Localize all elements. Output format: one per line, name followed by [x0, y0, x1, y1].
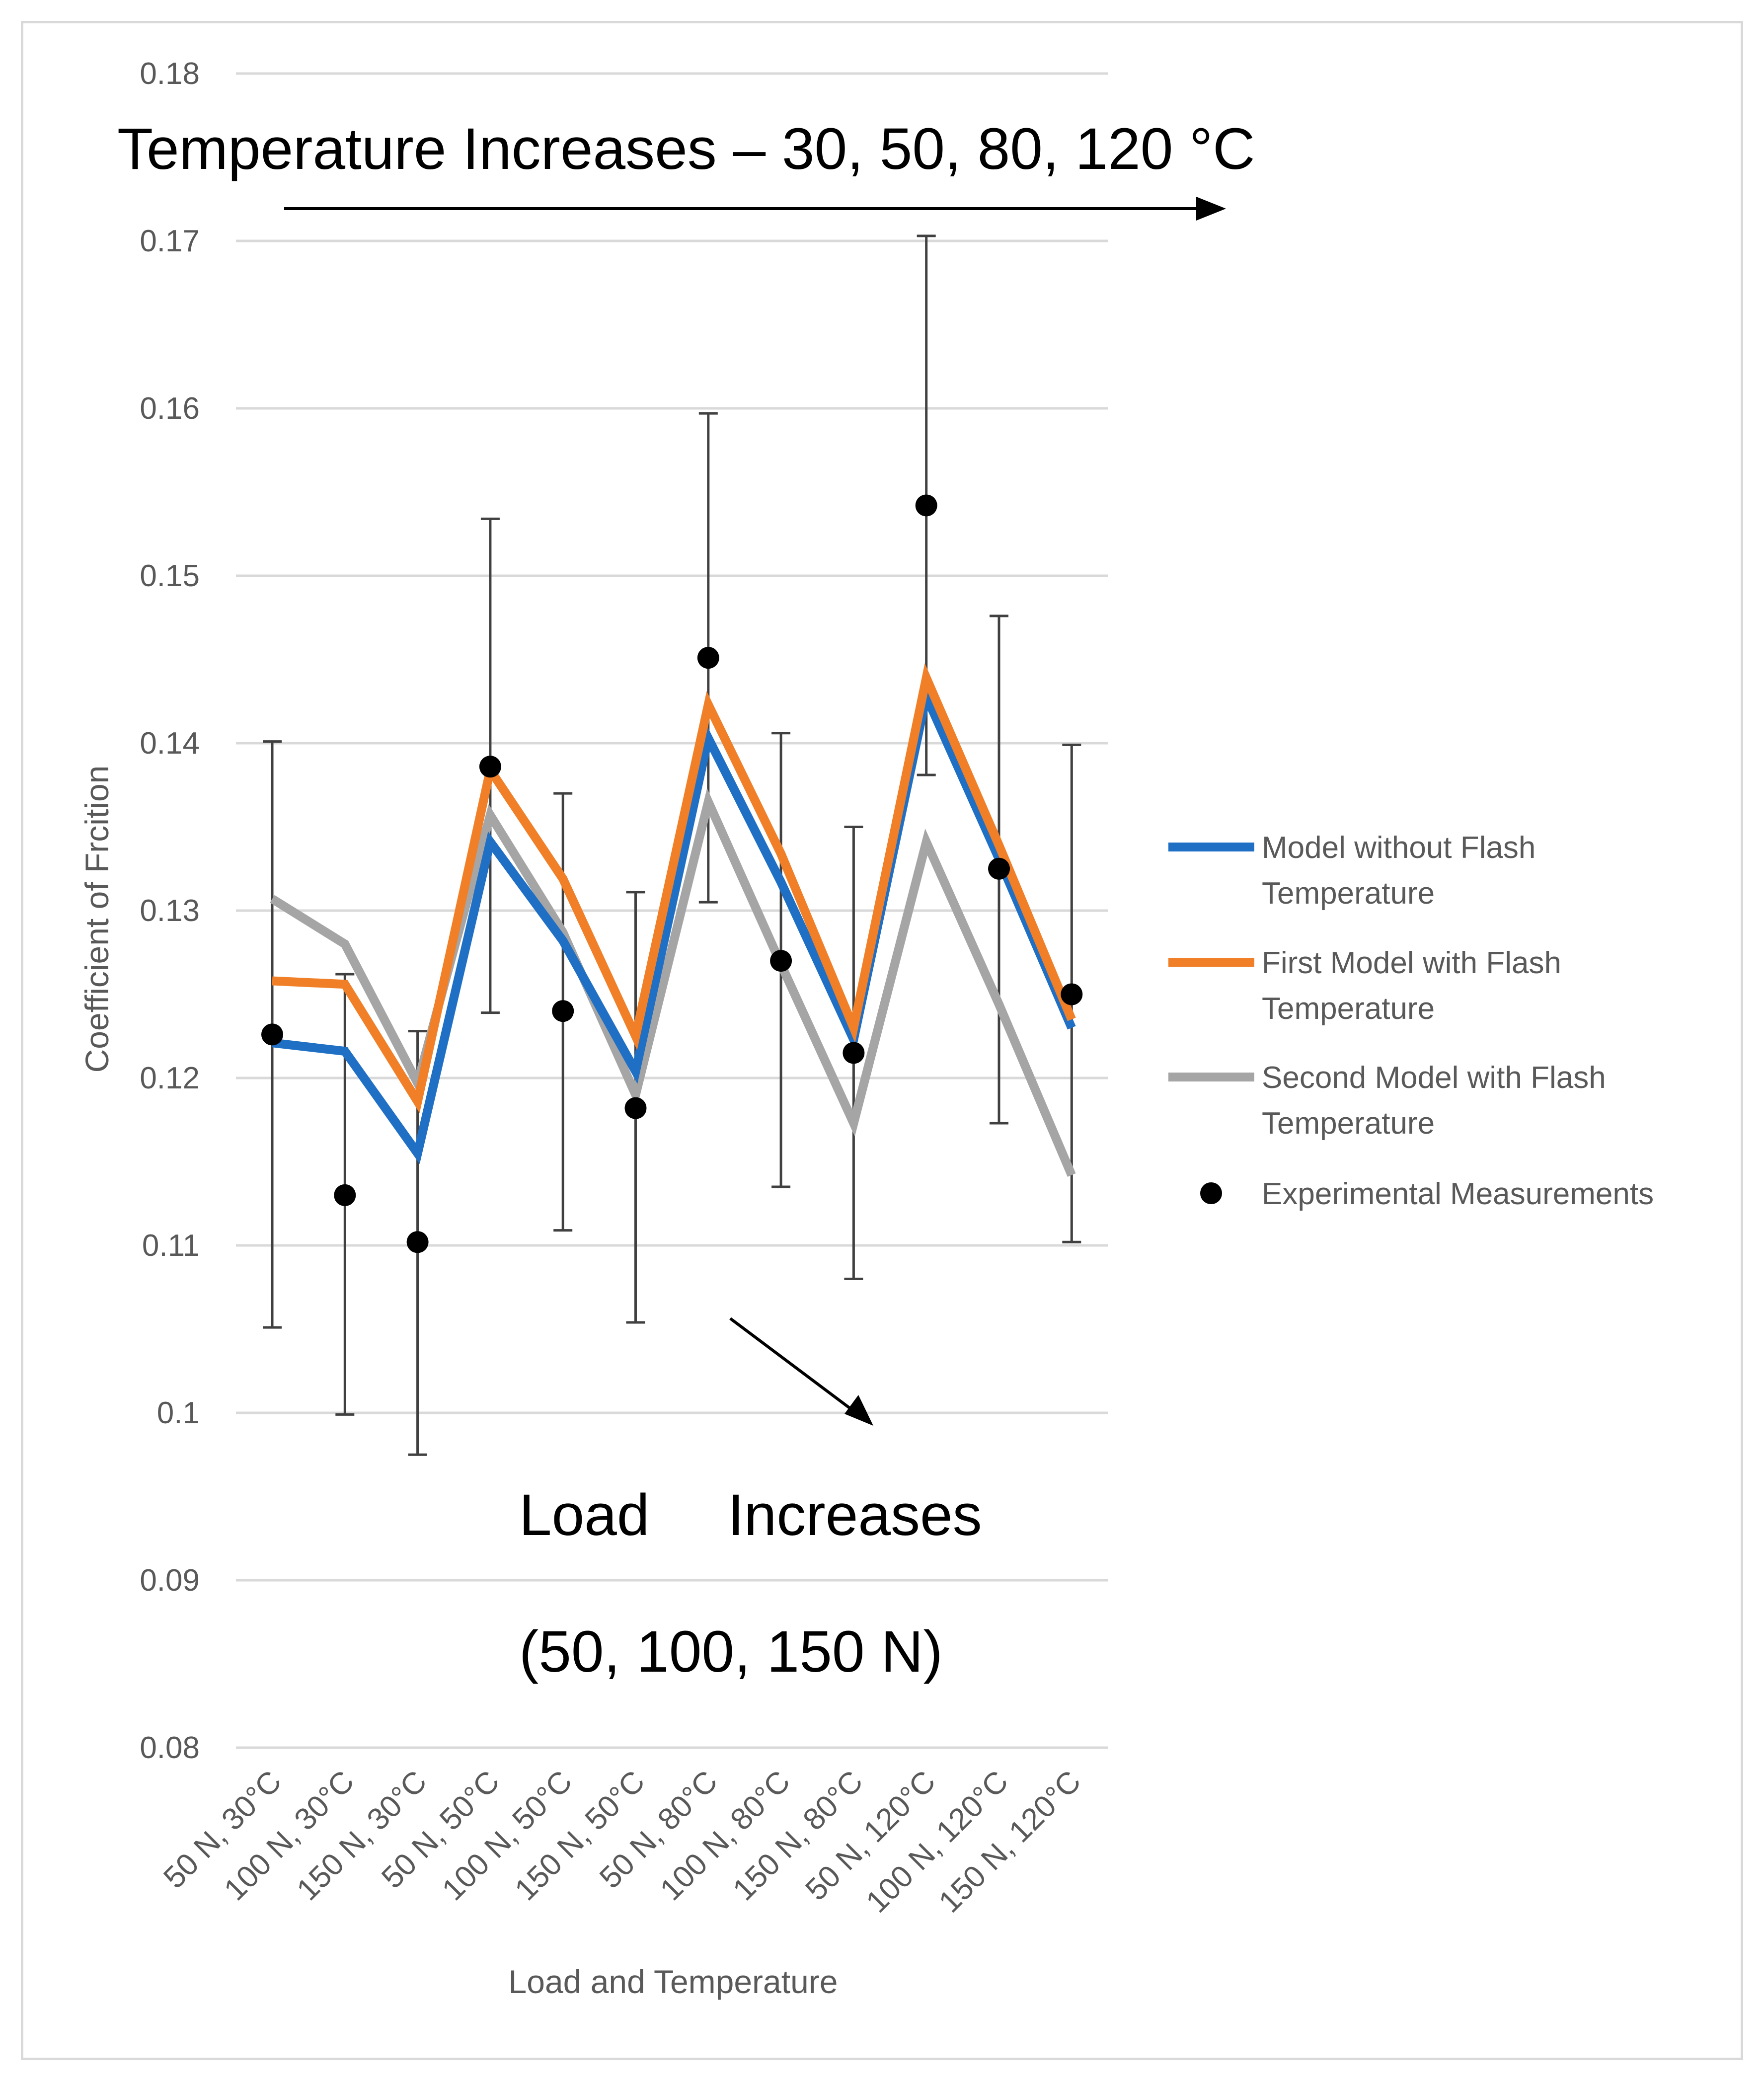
data-point	[552, 1000, 574, 1022]
chart-frame	[21, 21, 1743, 2060]
x-axis-title: Load and Temperature	[509, 1963, 838, 2000]
legend-entry: Model without Flash Temperature	[1168, 831, 1535, 911]
data-point	[479, 756, 501, 778]
legend-swatch	[1200, 1182, 1222, 1204]
legend-label: Second Model with Flash	[1262, 1061, 1606, 1095]
series-line-model-without-flash-temperature	[271, 682, 1076, 1164]
gridlines	[236, 72, 1108, 1749]
experimental-points	[261, 494, 1083, 1253]
y-tick-label: 0.1	[157, 1396, 200, 1430]
y-tick-label: 0.11	[142, 1229, 200, 1263]
y-tick-label: 0.17	[140, 224, 200, 258]
y-tick-label: 0.16	[140, 391, 200, 426]
legend-label: Temperature	[1262, 876, 1435, 911]
data-point	[697, 647, 719, 669]
legend-entry: Experimental Measurements	[1200, 1177, 1654, 1211]
y-tick-labels: 0.08 0.09 0.1 0.11 0.12 0.13 0.14 0.15 0.16 0.17 0…	[140, 57, 200, 1765]
temperature-annotation: Temperature Increases – 30, 50, 80, 120 …	[117, 116, 1255, 182]
data-point	[988, 857, 1010, 880]
y-tick-label: 0.13	[140, 894, 200, 928]
legend-entry: First Model with Flash Temperature	[1168, 946, 1561, 1026]
legend-label: First Model with Flash	[1262, 946, 1561, 980]
y-tick-label: 0.08	[140, 1731, 200, 1765]
legend-label: Temperature	[1262, 1106, 1435, 1141]
data-point	[406, 1231, 429, 1253]
data-point	[624, 1097, 647, 1119]
load-values-annotation: (50, 100, 150 N)	[519, 1619, 943, 1685]
data-point	[261, 1023, 283, 1046]
y-tick-label: 0.09	[140, 1563, 200, 1598]
load-annotation-word2: Increases	[728, 1482, 982, 1548]
data-point	[1061, 983, 1083, 1005]
load-arrow	[729, 1317, 873, 1426]
legend-label: Temperature	[1262, 992, 1435, 1026]
error-bars	[263, 234, 1081, 1456]
y-axis-title: Coefficient of Frcition	[78, 766, 115, 1073]
legend-label: Model without Flash	[1262, 831, 1535, 865]
y-tick-label: 0.12	[140, 1061, 200, 1095]
y-tick-label: 0.15	[140, 559, 200, 593]
load-annotation-word1: Load	[519, 1482, 650, 1548]
y-tick-label: 0.14	[140, 726, 200, 761]
y-tick-label: 0.18	[140, 57, 200, 91]
legend-entry: Second Model with Flash Temperature	[1168, 1061, 1606, 1141]
series-line-first-model-with-flash-temperature	[272, 663, 1076, 1113]
data-point	[770, 950, 792, 972]
data-point	[334, 1184, 356, 1206]
legend-label: Experimental Measurements	[1262, 1177, 1654, 1211]
temperature-arrow	[284, 197, 1226, 221]
series-lines	[270, 663, 1076, 1177]
data-point	[843, 1042, 865, 1064]
data-point	[915, 494, 937, 517]
series-line-second-model-with-flash-temperature	[270, 788, 1076, 1177]
